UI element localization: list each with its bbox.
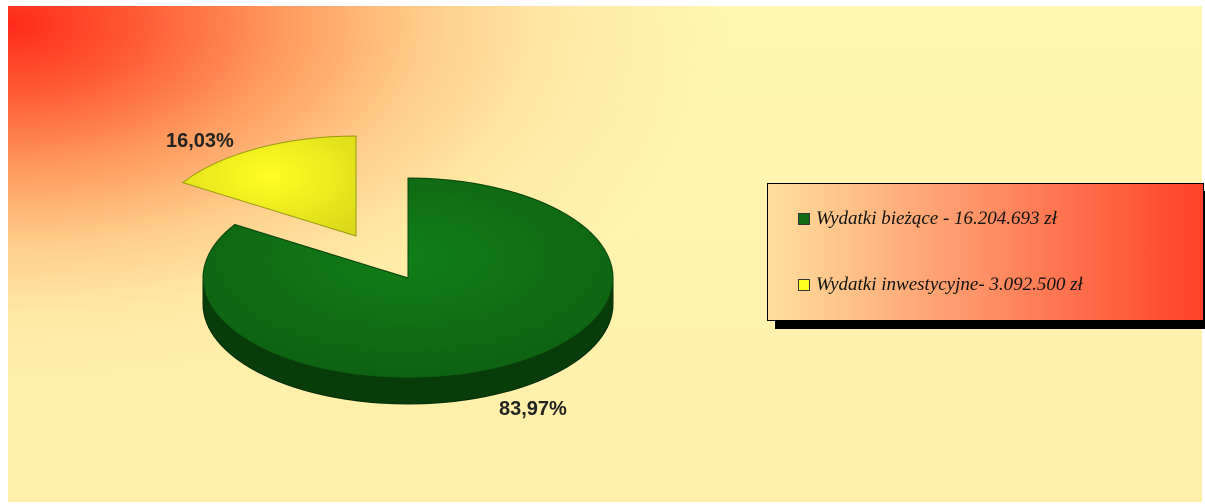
legend-item-current: Wydatki bieżące - 16.204.693 zł: [798, 208, 1057, 230]
legend-swatch-investment: [798, 279, 810, 291]
pie-slice-current: [202, 177, 614, 405]
legend: Wydatki bieżące - 16.204.693 zł Wydatki …: [767, 183, 1204, 321]
legend-label-current: Wydatki bieżące - 16.204.693 zł: [816, 208, 1057, 229]
legend-swatch-current: [798, 213, 810, 225]
data-label-current: 83,97%: [499, 398, 567, 420]
chart-area: 16,03% 83,97% Wydatki bieżące - 16.204.6…: [8, 6, 1205, 502]
pie-top-investment: [181, 135, 357, 237]
legend-item-investment: Wydatki inwestycyjne- 3.092.500 zł: [798, 274, 1083, 296]
pie-chart: [181, 135, 614, 405]
pie-slice-investment: [181, 135, 357, 237]
legend-label-investment: Wydatki inwestycyjne- 3.092.500 zł: [816, 274, 1083, 295]
pie-top-current: [202, 177, 614, 379]
data-label-investment: 16,03%: [166, 130, 234, 152]
